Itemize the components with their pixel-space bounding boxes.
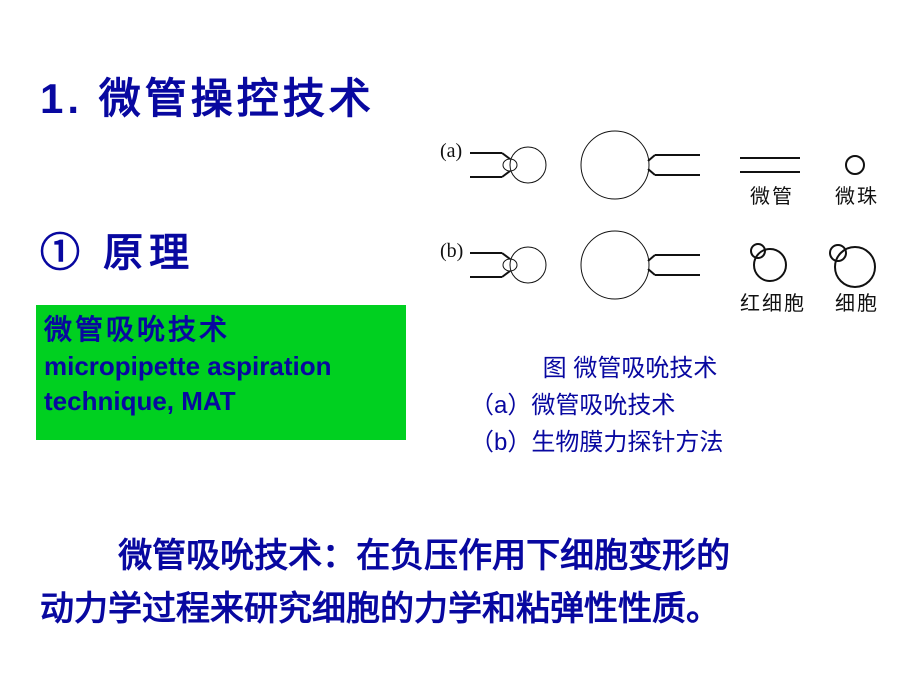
legend-cell-label: 细胞 <box>835 287 879 316</box>
legend-rbc-label: 红细胞 <box>740 287 806 316</box>
highlight-line-en1: micropipette aspiration <box>44 349 398 384</box>
caption-line-2: （a）微管吸吮技术 <box>470 387 870 424</box>
caption-line-1: 图 微管吸吮技术 <box>470 350 790 387</box>
figure-row-b-label: (b) <box>440 240 463 263</box>
section-subtitle: ① 原理 <box>40 220 195 278</box>
figure: (a) (b) <box>440 125 900 325</box>
body-paragraph: 微管吸吮技术：在负压作用下细胞变形的 动力学过程来研究细胞的力学和粘弹性性质。 <box>40 530 880 635</box>
figure-svg <box>440 125 900 325</box>
body-line-1: 微管吸吮技术：在负压作用下细胞变形的 <box>118 537 730 575</box>
legend-bead-label: 微珠 <box>835 180 879 209</box>
figure-row-a-label: (a) <box>440 140 462 163</box>
legend-pipette-label: 微管 <box>750 180 794 209</box>
body-line-2: 动力学过程来研究细胞的力学和粘弹性性质。 <box>40 590 720 628</box>
highlight-line-cn: 微管吸吮技术 <box>44 311 398 349</box>
highlight-box: 微管吸吮技术 micropipette aspiration technique… <box>36 305 406 440</box>
slide: 1. 微管操控技术 ① 原理 微管吸吮技术 micropipette aspir… <box>0 0 920 690</box>
caption-line-3: （b）生物膜力探针方法 <box>470 424 870 461</box>
figure-caption: 图 微管吸吮技术 （a）微管吸吮技术 （b）生物膜力探针方法 <box>470 350 870 462</box>
highlight-line-en2: technique, MAT <box>44 384 398 419</box>
slide-title: 1. 微管操控技术 <box>40 65 375 126</box>
